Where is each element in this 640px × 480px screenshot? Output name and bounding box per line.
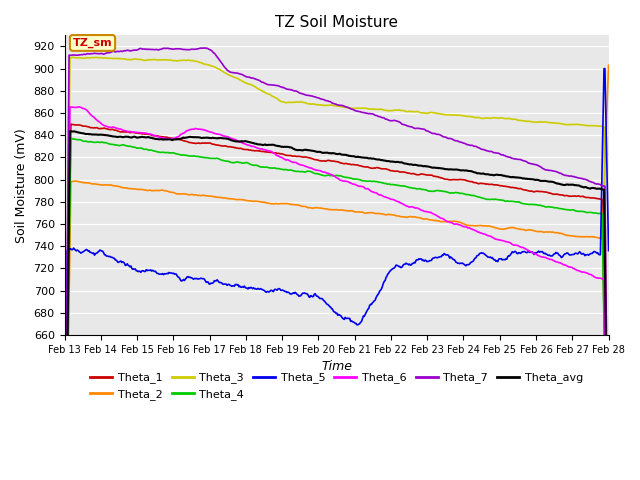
Theta_1 xyxy=(202,140,209,146)
Theta_7 xyxy=(202,45,209,51)
Theta_5 xyxy=(157,271,164,277)
Theta_6 xyxy=(76,104,83,110)
Theta_5 xyxy=(605,248,612,253)
Line: Theta_7: Theta_7 xyxy=(65,48,609,480)
Theta_7 xyxy=(382,116,390,122)
Line: Theta_2: Theta_2 xyxy=(65,65,609,480)
Theta_2 xyxy=(470,223,478,229)
Theta_4 xyxy=(471,193,479,199)
Theta_7 xyxy=(425,129,433,134)
Theta_1 xyxy=(425,172,433,178)
Theta_6 xyxy=(382,194,390,200)
Theta_6 xyxy=(308,165,316,171)
Theta_5 xyxy=(600,66,608,72)
Theta_avg xyxy=(425,164,433,169)
Theta_5 xyxy=(424,259,431,264)
Theta_3 xyxy=(425,110,433,116)
Theta_1 xyxy=(67,121,75,127)
Theta_2 xyxy=(307,205,314,211)
Line: Theta_6: Theta_6 xyxy=(65,107,609,480)
Theta_6 xyxy=(471,228,479,233)
Theta_5 xyxy=(470,256,478,262)
Theta_7 xyxy=(308,93,316,99)
Theta_4 xyxy=(425,188,433,194)
Theta_4 xyxy=(382,180,390,186)
Line: Theta_avg: Theta_avg xyxy=(65,131,609,480)
Theta_1 xyxy=(308,156,316,161)
Theta_avg xyxy=(66,128,74,134)
Theta_2 xyxy=(605,62,612,68)
Theta_1 xyxy=(382,166,390,172)
Theta_4 xyxy=(308,169,316,175)
Theta_avg xyxy=(382,158,390,164)
Theta_3 xyxy=(202,61,209,67)
Theta_5 xyxy=(200,276,208,282)
Theta_4 xyxy=(67,135,75,141)
Theta_avg xyxy=(202,135,209,141)
Theta_2 xyxy=(200,192,208,198)
X-axis label: Time: Time xyxy=(321,360,352,373)
Theta_6 xyxy=(425,209,433,215)
Theta_2 xyxy=(381,212,389,217)
Theta_avg xyxy=(158,136,166,142)
Theta_2 xyxy=(157,187,164,193)
Theta_6 xyxy=(202,127,209,133)
Y-axis label: Soil Moisture (mV): Soil Moisture (mV) xyxy=(15,128,28,242)
Theta_2 xyxy=(424,216,431,222)
Theta_7 xyxy=(200,45,208,51)
Line: Theta_5: Theta_5 xyxy=(65,69,609,480)
Theta_6 xyxy=(158,135,166,141)
Theta_3 xyxy=(382,108,390,113)
Title: TZ Soil Moisture: TZ Soil Moisture xyxy=(275,15,398,30)
Theta_3 xyxy=(69,54,77,60)
Theta_1 xyxy=(471,180,479,186)
Line: Theta_3: Theta_3 xyxy=(65,57,609,480)
Theta_3 xyxy=(158,57,166,63)
Theta_avg xyxy=(471,169,479,175)
Text: TZ_sm: TZ_sm xyxy=(73,38,112,48)
Legend: Theta_1, Theta_2, Theta_3, Theta_4, Theta_5, Theta_6, Theta_7, Theta_avg: Theta_1, Theta_2, Theta_3, Theta_4, Thet… xyxy=(86,368,588,404)
Theta_3 xyxy=(471,115,479,120)
Line: Theta_4: Theta_4 xyxy=(65,138,609,480)
Theta_7 xyxy=(157,47,164,52)
Theta_4 xyxy=(158,149,166,155)
Theta_1 xyxy=(158,134,166,140)
Theta_4 xyxy=(202,155,209,161)
Line: Theta_1: Theta_1 xyxy=(65,124,609,480)
Theta_7 xyxy=(471,144,479,149)
Theta_5 xyxy=(307,293,314,299)
Theta_3 xyxy=(308,101,316,107)
Theta_avg xyxy=(308,148,316,154)
Theta_5 xyxy=(381,277,389,283)
